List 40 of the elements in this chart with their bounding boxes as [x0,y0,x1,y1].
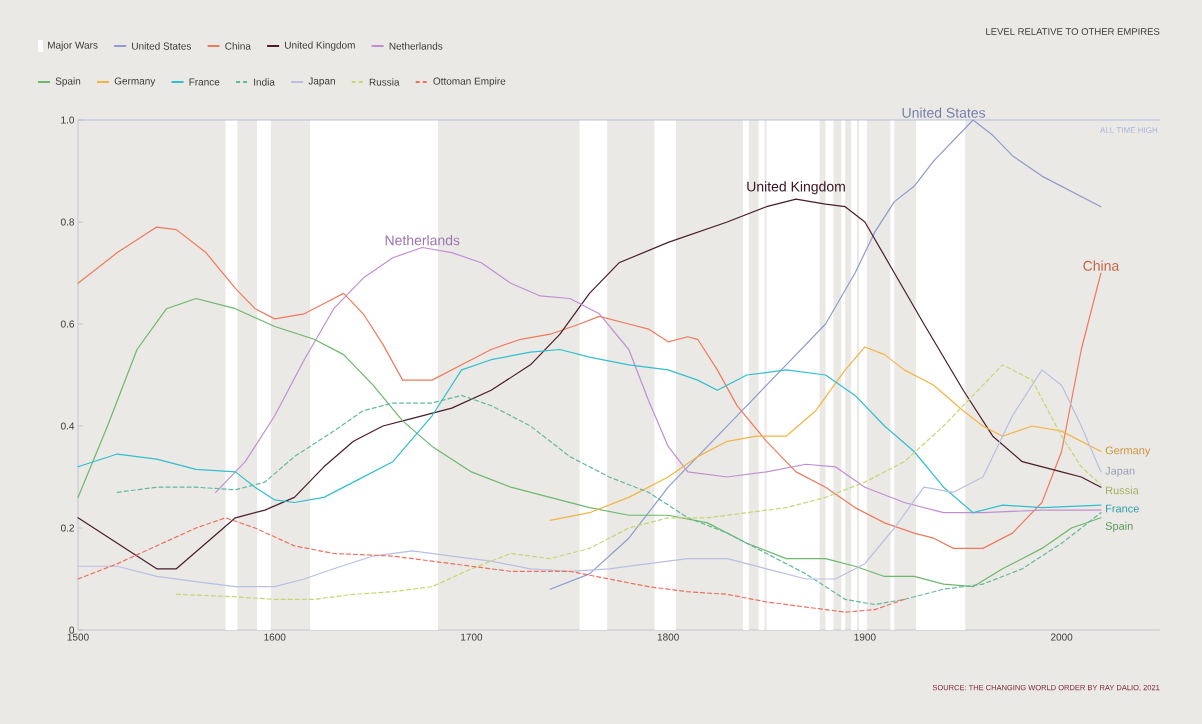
legend-label: India [254,78,275,86]
y-tick-label: 0.8 [60,218,75,226]
y-tick-label: 0 [69,626,75,634]
legend-label: United Kingdom [285,41,355,51]
line-series [77,297,1102,588]
annotation: Japan [1105,466,1135,477]
line-series [77,348,1102,514]
annotation: Spain [1105,521,1133,533]
line-series [549,346,1102,521]
legend-label: United States [132,42,192,50]
annotation: Russia [1106,486,1139,495]
y-tick-label: 0.2 [60,524,74,532]
annotation: Germany [1105,446,1151,457]
legend-label: Netherlands [389,42,443,50]
x-tick-label: 1800 [657,633,679,641]
x-tick-label: 1600 [264,633,286,641]
annotation: Netherlands [385,235,460,246]
legend-label: France [189,78,220,86]
legend-label: Russia [369,78,400,86]
x-tick-label: 2000 [1050,633,1073,641]
x-tick-label: 1900 [854,633,876,641]
annotation: France [1106,504,1139,513]
annotation: United States [902,107,986,118]
legend-label: Japan [308,77,335,87]
line-series [175,364,1102,600]
y-tick-label: 1.0 [61,116,75,124]
y-tick-label: 0.4 [60,422,75,430]
y-tick-label: 0.6 [60,320,75,328]
x-tick-label: 1700 [461,633,483,641]
line-series [77,369,1102,588]
legend-label: Major Wars [48,41,98,51]
legend-label: Germany [114,77,156,87]
annotation: United Kingdom [747,181,845,195]
text: LEVEL RELATIVE TO OTHER EMPIRES [986,28,1160,35]
line-series [116,394,1102,606]
legend-label: China [225,42,251,50]
legend-label: Ottoman Empire [433,77,506,87]
legend-label: Spain [55,77,81,87]
annotation: China [1083,260,1120,271]
x-tick-label: 1500 [67,633,89,641]
